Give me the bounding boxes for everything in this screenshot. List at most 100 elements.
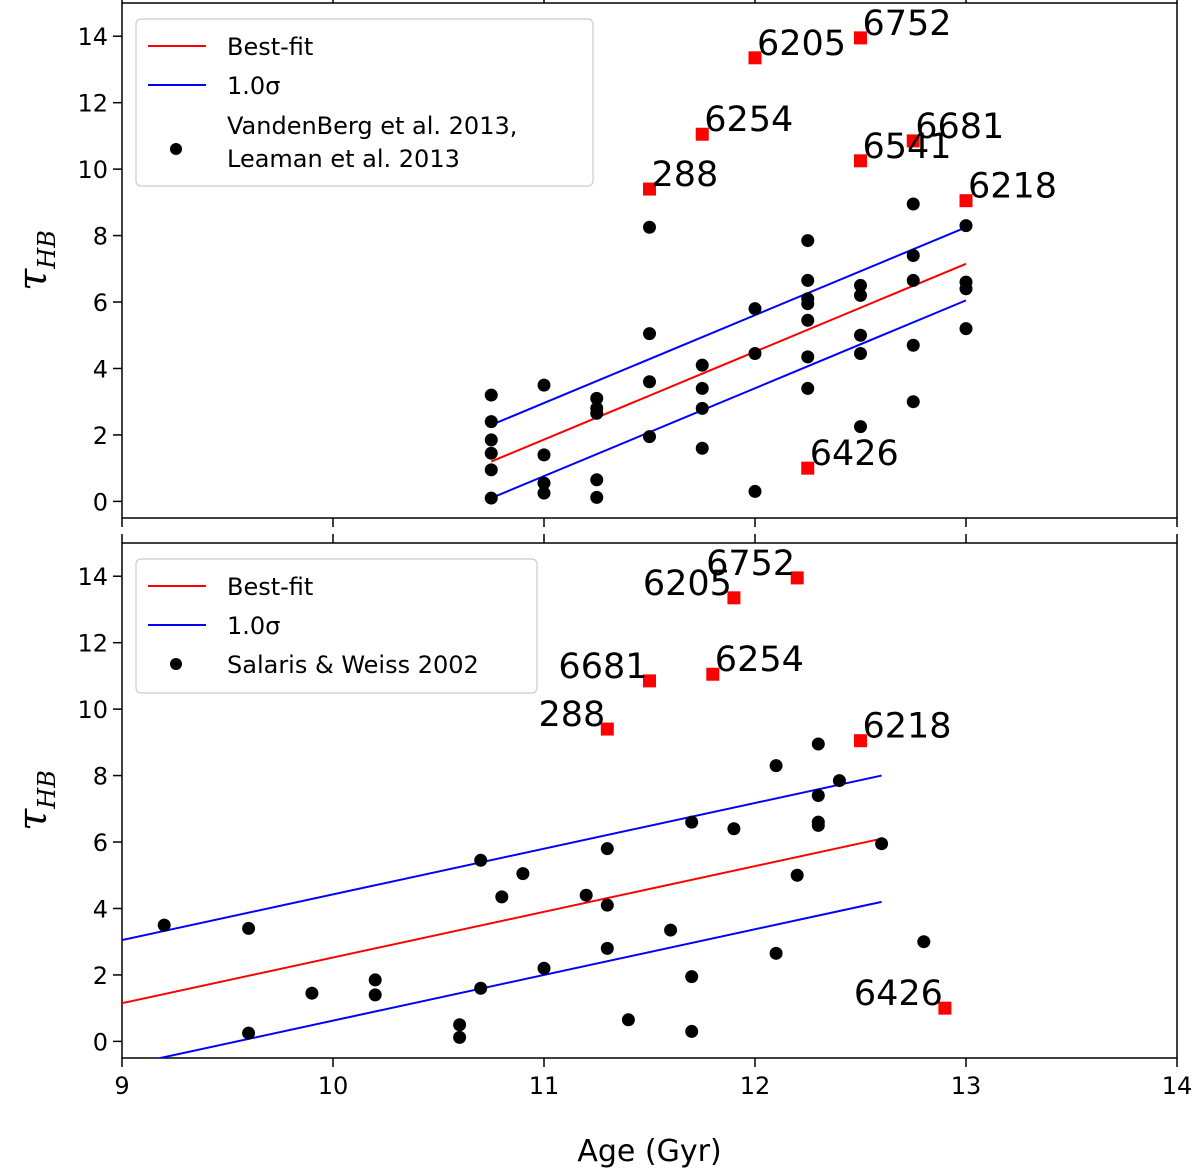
y-axis-label-main: τ xyxy=(10,268,56,291)
data-point xyxy=(695,441,709,455)
data-point xyxy=(474,853,488,867)
data-point xyxy=(769,759,783,773)
outlier-label: 6752 xyxy=(706,544,795,584)
legend: Best-fit 1.0σ Salaris & Weiss 2002 xyxy=(135,558,538,694)
y-tick-label: 12 xyxy=(77,630,108,658)
outlier-marker xyxy=(695,127,709,141)
legend-best-fit-label: Best-fit xyxy=(227,33,313,61)
outlier-label: 288 xyxy=(652,155,719,195)
y-tick-label: 4 xyxy=(93,895,108,923)
data-point xyxy=(242,921,256,935)
data-point xyxy=(685,815,699,829)
legend-box xyxy=(135,558,538,694)
legend-points-label: Salaris & Weiss 2002 xyxy=(227,651,479,679)
data-point xyxy=(537,961,551,975)
data-point xyxy=(579,888,593,902)
data-point xyxy=(695,358,709,372)
data-point xyxy=(906,197,920,211)
top-panel: 0 2 4 6 8 10 12 14 τHB 6205 6752 6254 6681 288 6541 621… xyxy=(10,0,1178,527)
data-point xyxy=(695,401,709,415)
data-point xyxy=(453,1018,467,1032)
outlier-label: 6681 xyxy=(558,647,647,687)
data-point xyxy=(516,867,530,881)
data-point xyxy=(801,273,815,287)
data-point xyxy=(695,381,709,395)
data-point xyxy=(537,448,551,462)
data-point xyxy=(600,898,614,912)
data-point xyxy=(801,350,815,364)
data-point xyxy=(769,946,783,960)
outlier-label: 6541 xyxy=(863,127,952,167)
data-point xyxy=(748,484,762,498)
data-point xyxy=(484,415,498,429)
data-point xyxy=(305,986,319,1000)
data-point xyxy=(590,490,604,504)
outlier-label: 6426 xyxy=(810,434,899,474)
data-point xyxy=(368,988,382,1002)
data-point xyxy=(242,1026,256,1040)
data-point xyxy=(474,981,488,995)
x-tick-label: 12 xyxy=(740,1072,771,1100)
data-point xyxy=(664,923,678,937)
outlier-label: 288 xyxy=(538,695,605,735)
data-point xyxy=(590,473,604,487)
data-point xyxy=(854,288,867,302)
y-tick-label: 2 xyxy=(93,422,108,450)
fit-lines xyxy=(490,226,967,499)
data-point xyxy=(801,381,815,395)
data-point xyxy=(157,918,171,932)
y-tick-label: 0 xyxy=(93,1028,108,1056)
legend: Best-fit 1.0σ VandenBerg et al. 2013, Leam… xyxy=(135,18,594,187)
outlier-marker xyxy=(600,722,614,736)
data-point xyxy=(790,868,804,882)
y-axis-label: τHB xyxy=(10,230,61,291)
data-point xyxy=(748,347,762,361)
legend-best-fit-label: Best-fit xyxy=(227,573,313,601)
data-point xyxy=(590,391,604,405)
data-point xyxy=(801,297,815,311)
data-point xyxy=(643,327,656,341)
data-point xyxy=(875,837,889,851)
y-tick-label: 14 xyxy=(77,23,108,51)
data-point xyxy=(537,476,551,490)
y-axis-label-sub: HB xyxy=(33,230,61,270)
y-tick-label: 10 xyxy=(77,156,108,184)
data-point xyxy=(621,1013,635,1027)
data-point xyxy=(959,282,973,296)
lower-sigma-line xyxy=(490,299,967,499)
y-axis-label-main: τ xyxy=(10,808,56,831)
data-point xyxy=(854,347,867,361)
outlier-label: 6426 xyxy=(854,974,943,1014)
data-point xyxy=(811,789,825,803)
x-tick-label: 10 xyxy=(318,1072,349,1100)
x-axis-label: Age (Gyr) xyxy=(577,1134,721,1169)
outlier-marker xyxy=(959,194,973,208)
data-point xyxy=(484,446,498,460)
data-point xyxy=(484,491,498,505)
outlier-label: 6218 xyxy=(968,167,1057,207)
data-point xyxy=(495,890,509,904)
outlier-marker xyxy=(643,182,656,196)
data-point xyxy=(537,486,551,500)
data-point xyxy=(748,302,762,316)
best-fit-line xyxy=(122,837,882,1005)
y-axis-label: τHB xyxy=(10,770,61,831)
y-tick-label: 8 xyxy=(93,223,108,251)
outlier-marker xyxy=(854,154,867,168)
data-point xyxy=(801,234,815,248)
x-tick-label: 9 xyxy=(114,1072,129,1100)
data-point xyxy=(854,420,867,434)
data-point xyxy=(906,338,920,352)
data-point xyxy=(537,378,551,392)
data-point xyxy=(906,249,920,263)
legend-points-swatch xyxy=(170,658,182,670)
data-point xyxy=(906,273,920,287)
legend-sigma-label: 1.0σ xyxy=(227,612,280,640)
outlier-label: 6254 xyxy=(704,100,793,140)
data-point xyxy=(685,970,699,984)
data-point xyxy=(811,737,825,751)
data-point xyxy=(484,433,498,447)
data-point xyxy=(832,774,846,788)
fit-lines xyxy=(122,774,882,1058)
